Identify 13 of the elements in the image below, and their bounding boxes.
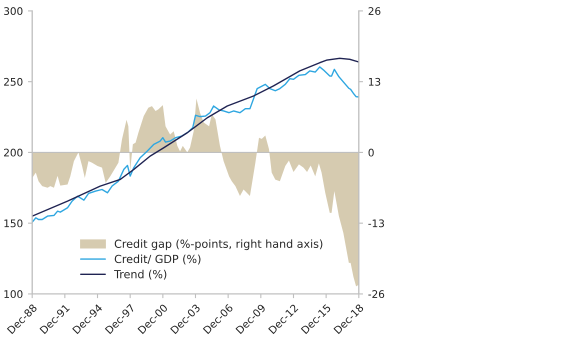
y2-tick-label: 0 bbox=[368, 148, 374, 157]
y-tick-label: 250 bbox=[4, 78, 22, 86]
y2-tick-label: -26 bbox=[368, 290, 384, 298]
y2-tick-label: 26 bbox=[368, 7, 380, 16]
y-tick-label: 150 bbox=[4, 219, 22, 228]
y-tick-label: 300 bbox=[4, 7, 22, 16]
legend-label: Credit gap (%-points, right hand axis) bbox=[114, 239, 322, 250]
legend-label: Credit/ GDP (%) bbox=[114, 254, 200, 264]
y-tick-label: 200 bbox=[4, 148, 22, 157]
legend-label: Trend (%) bbox=[114, 270, 166, 280]
y-tick-label: 100 bbox=[4, 290, 22, 298]
y2-tick-label: -13 bbox=[368, 219, 384, 228]
y2-tick-label: 13 bbox=[368, 78, 380, 86]
